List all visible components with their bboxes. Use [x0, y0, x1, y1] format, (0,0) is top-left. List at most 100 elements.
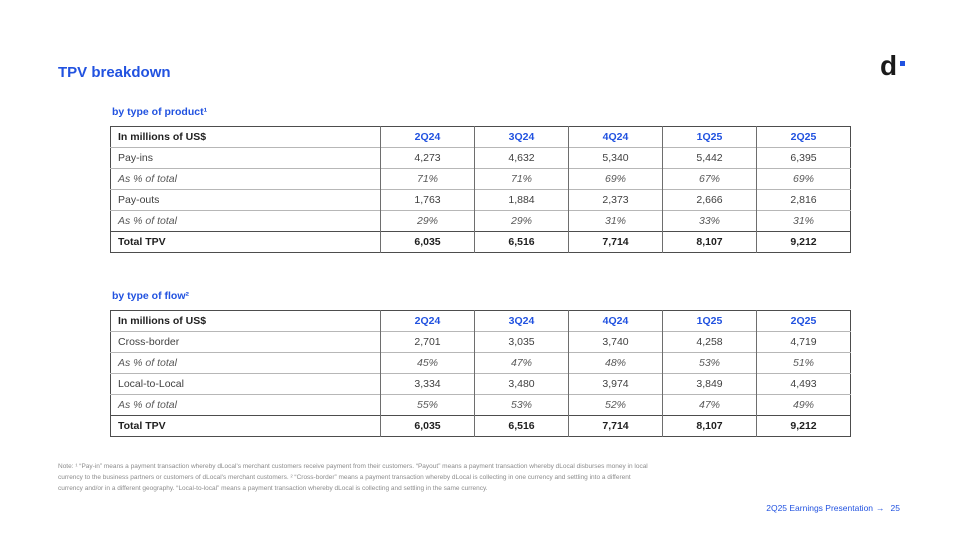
row-label-cell: As % of total — [110, 210, 381, 232]
value-cell: 4,632 — [474, 147, 569, 169]
table-header-row: In millions of US$ 2Q24 3Q24 4Q24 1Q25 2Q25 — [111, 310, 851, 332]
quarter-header-cell: 2Q25 — [756, 310, 851, 332]
value-cell: 7,714 — [568, 415, 663, 437]
table-row: Pay-outs 1,763 1,884 2,373 2,666 2,816 — [110, 189, 851, 211]
row-label-cell: Pay-outs — [110, 189, 381, 211]
row-label-cell: Total TPV — [110, 415, 381, 437]
slide-footer: 2Q25 Earnings Presentation → 25 — [766, 503, 900, 513]
dlocal-logo: d — [880, 50, 906, 82]
arrow-right-icon: → — [876, 503, 885, 513]
footnote: Note: ¹ “Pay-in” means a payment transac… — [58, 462, 683, 494]
section-label-by-flow: by type of flow² — [112, 290, 189, 302]
page-title: TPV breakdown — [58, 64, 171, 81]
table-row: As % of total 71% 71% 69% 67% 69% — [110, 168, 851, 190]
value-cell: 49% — [756, 394, 851, 416]
value-cell: 8,107 — [662, 231, 757, 253]
value-cell: 31% — [756, 210, 851, 232]
value-cell: 55% — [380, 394, 475, 416]
quarter-header-cell: 4Q24 — [568, 126, 663, 148]
quarter-header-cell: 1Q25 — [662, 126, 757, 148]
value-cell: 2,816 — [756, 189, 851, 211]
value-cell: 9,212 — [756, 231, 851, 253]
value-cell: 3,035 — [474, 331, 569, 353]
value-cell: 47% — [662, 394, 757, 416]
value-cell: 5,340 — [568, 147, 663, 169]
quarter-header-cell: 4Q24 — [568, 310, 663, 332]
value-cell: 3,974 — [568, 373, 663, 395]
value-cell: 67% — [662, 168, 757, 190]
value-cell: 3,334 — [380, 373, 475, 395]
table-row: Cross-border 2,701 3,035 3,740 4,258 4,719 — [110, 331, 851, 353]
quarter-header-cell: 2Q24 — [380, 310, 475, 332]
footnote-line: currency to the business partners or cus… — [58, 473, 631, 481]
row-label-cell: As % of total — [110, 352, 381, 374]
value-cell: 53% — [474, 394, 569, 416]
value-cell: 45% — [380, 352, 475, 374]
value-cell: 69% — [568, 168, 663, 190]
table-row: As % of total 29% 29% 31% 33% 31% — [110, 210, 851, 232]
value-cell: 3,740 — [568, 331, 663, 353]
value-cell: 3,849 — [662, 373, 757, 395]
value-cell: 1,884 — [474, 189, 569, 211]
row-label-cell: Cross-border — [110, 331, 381, 353]
value-cell: 1,763 — [380, 189, 475, 211]
section-label-by-product: by type of product¹ — [112, 106, 208, 118]
page-number: 25 — [890, 503, 900, 513]
unit-header-cell: In millions of US$ — [118, 131, 207, 143]
value-cell: 52% — [568, 394, 663, 416]
unit-header-cell: In millions of US$ — [118, 315, 207, 327]
quarter-header-cell: 3Q24 — [474, 126, 569, 148]
value-cell: 9,212 — [756, 415, 851, 437]
footnote-line: currency and/or in a different geography… — [58, 484, 488, 492]
row-label-cell: As % of total — [110, 394, 381, 416]
value-cell: 33% — [662, 210, 757, 232]
row-label-cell: Local-to-Local — [110, 373, 381, 395]
value-cell: 4,258 — [662, 331, 757, 353]
table-row: Local-to-Local 3,334 3,480 3,974 3,849 4,493 — [110, 373, 851, 395]
tpv-by-flow-table: In millions of US$ 2Q24 3Q24 4Q24 1Q25 2Q25 Cr… — [110, 310, 851, 437]
value-cell: 6,395 — [756, 147, 851, 169]
value-cell: 4,493 — [756, 373, 851, 395]
value-cell: 3,480 — [474, 373, 569, 395]
value-cell: 71% — [380, 168, 475, 190]
tpv-by-product-table: In millions of US$ 2Q24 3Q24 4Q24 1Q25 2Q25 Pa… — [110, 126, 851, 253]
value-cell: 2,666 — [662, 189, 757, 211]
value-cell: 4,719 — [756, 331, 851, 353]
quarter-header-cell: 3Q24 — [474, 310, 569, 332]
row-label-cell: Pay-ins — [110, 147, 381, 169]
value-cell: 29% — [474, 210, 569, 232]
row-label-cell: Total TPV — [110, 231, 381, 253]
value-cell: 6,035 — [380, 231, 475, 253]
value-cell: 69% — [756, 168, 851, 190]
row-label-cell: As % of total — [110, 168, 381, 190]
footnote-line: Note: ¹ “Pay-in” means a payment transac… — [58, 463, 648, 470]
value-cell: 4,273 — [380, 147, 475, 169]
table-row: As % of total 55% 53% 52% 47% 49% — [110, 394, 851, 416]
table-row: As % of total 45% 47% 48% 53% 51% — [110, 352, 851, 374]
value-cell: 5,442 — [662, 147, 757, 169]
value-cell: 31% — [568, 210, 663, 232]
quarter-header-cell: 2Q24 — [380, 126, 475, 148]
value-cell: 29% — [380, 210, 475, 232]
value-cell: 51% — [756, 352, 851, 374]
value-cell: 6,035 — [380, 415, 475, 437]
value-cell: 2,373 — [568, 189, 663, 211]
quarter-header-cell: 2Q25 — [756, 126, 851, 148]
logo-letter: d — [880, 50, 898, 81]
footer-label: 2Q25 Earnings Presentation — [766, 503, 874, 513]
value-cell: 2,701 — [380, 331, 475, 353]
value-cell: 6,516 — [474, 231, 569, 253]
value-cell: 6,516 — [474, 415, 569, 437]
value-cell: 53% — [662, 352, 757, 374]
table-header-row: In millions of US$ 2Q24 3Q24 4Q24 1Q25 2Q25 — [111, 126, 851, 148]
value-cell: 71% — [474, 168, 569, 190]
table-row: Total TPV 6,035 6,516 7,714 8,107 9,212 — [110, 231, 851, 253]
value-cell: 47% — [474, 352, 569, 374]
value-cell: 7,714 — [568, 231, 663, 253]
table-row: Total TPV 6,035 6,516 7,714 8,107 9,212 — [110, 415, 851, 437]
value-cell: 48% — [568, 352, 663, 374]
table-row: Pay-ins 4,273 4,632 5,340 5,442 6,395 — [110, 147, 851, 169]
value-cell: 8,107 — [662, 415, 757, 437]
quarter-header-cell: 1Q25 — [662, 310, 757, 332]
